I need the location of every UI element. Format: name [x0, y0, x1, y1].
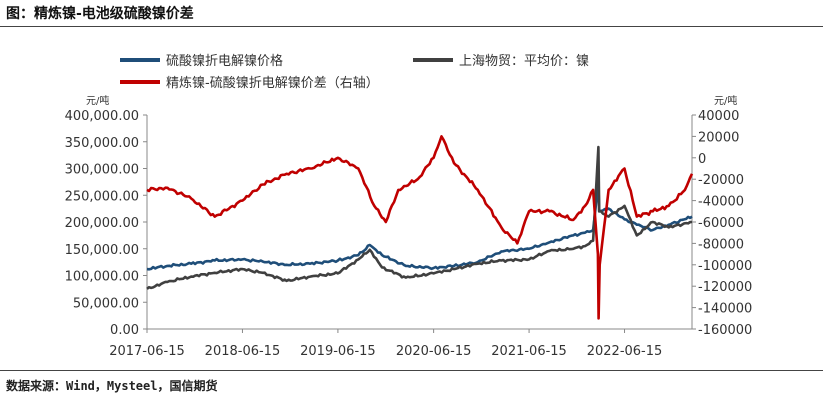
- x-tick-label: 2020-06-15: [396, 344, 472, 359]
- left-tick-label: 100,000.00: [65, 270, 139, 285]
- x-tick-label: 2021-06-15: [491, 344, 567, 359]
- axes: 0.00 50,000.00 100,000.00 150,000.00 200,000…: [65, 109, 753, 359]
- right-tick-label: 0: [698, 152, 706, 167]
- right-tick-label: -20000: [698, 173, 744, 188]
- series-line: [146, 182, 693, 271]
- top-rule: [0, 26, 823, 27]
- right-tick-label: -60000: [698, 216, 744, 231]
- right-tick-label: -160000: [698, 323, 752, 338]
- series-line: [146, 145, 693, 290]
- left-tick-label: 400,000.00: [65, 109, 139, 124]
- right-tick-label: 40000: [698, 109, 739, 124]
- right-tick-label: -100000: [698, 259, 752, 274]
- right-tick-label: 20000: [698, 130, 739, 145]
- bottom-rule: [0, 370, 823, 371]
- left-tick-label: 350,000.00: [65, 136, 139, 151]
- left-tick-label: 150,000.00: [65, 243, 139, 258]
- x-tick-label: 2017-06-15: [109, 344, 185, 359]
- right-tick-label: -80000: [698, 237, 744, 252]
- series-layer: [146, 135, 694, 320]
- source-note: 数据来源：Wind，Mysteel，国信期货: [6, 379, 218, 393]
- left-tick-label: 50,000.00: [73, 296, 139, 311]
- legend-label: 上海物贸：平均价：镍: [459, 54, 589, 69]
- right-tick-label: -140000: [698, 302, 752, 317]
- left-tick-label: 200,000.00: [65, 216, 139, 231]
- legend-label: 精炼镍-硫酸镍折电解镍价差（右轴）: [166, 76, 379, 91]
- x-tick-label: 2019-06-15: [300, 344, 376, 359]
- right-axis-unit: 元/吨: [714, 94, 737, 107]
- x-tick-label: 2018-06-15: [205, 344, 281, 359]
- legend-label: 硫酸镍折电解镍价格: [166, 53, 283, 69]
- left-tick-label: 250,000.00: [65, 189, 139, 204]
- right-tick-label: -40000: [698, 195, 744, 210]
- figure-title: 图：精炼镍-电池级硫酸镍价差: [6, 6, 194, 22]
- left-tick-label: 300,000.00: [65, 163, 139, 178]
- right-tick-label: -120000: [698, 280, 752, 295]
- left-axis-unit: 元/吨: [86, 94, 109, 107]
- series-line: [146, 135, 694, 320]
- left-tick-label: 0.00: [110, 323, 139, 338]
- x-tick-label: 2022-06-15: [587, 344, 663, 359]
